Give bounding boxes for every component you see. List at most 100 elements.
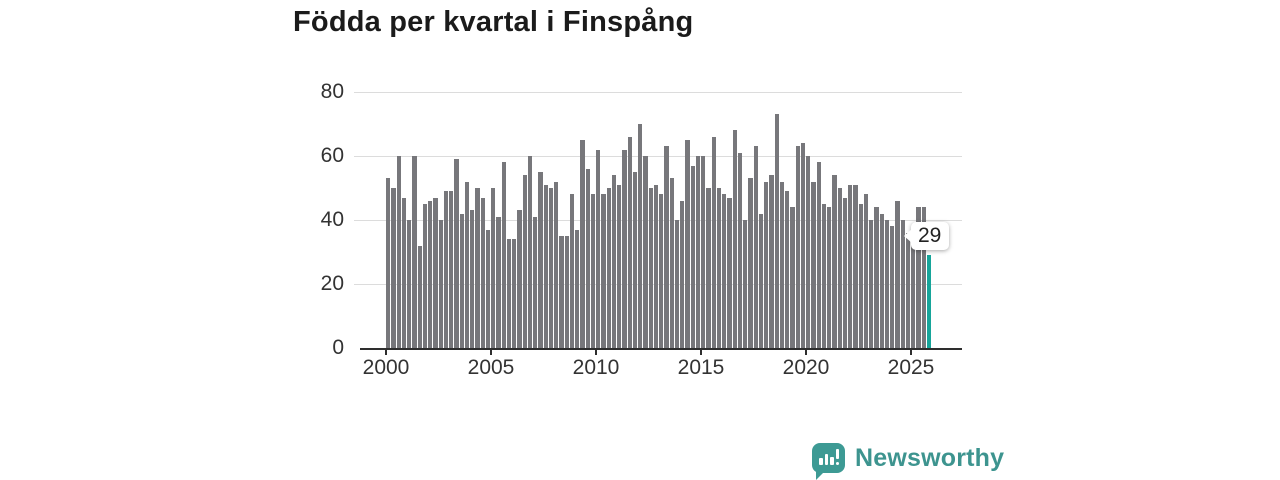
x-axis-tick bbox=[700, 348, 702, 355]
bar bbox=[643, 156, 648, 348]
bar bbox=[764, 181, 769, 348]
bar bbox=[821, 204, 827, 348]
bar bbox=[774, 114, 779, 348]
bar bbox=[911, 239, 916, 348]
x-axis-line bbox=[360, 348, 962, 350]
bar bbox=[638, 124, 643, 348]
bar bbox=[853, 184, 858, 348]
bar bbox=[842, 197, 848, 348]
bar bbox=[769, 175, 774, 348]
x-axis-tick bbox=[910, 348, 912, 355]
x-axis-tick-label: 2020 bbox=[782, 356, 830, 379]
bar bbox=[533, 216, 538, 348]
bar bbox=[538, 172, 543, 348]
x-axis-tick bbox=[490, 348, 492, 355]
bar bbox=[785, 191, 790, 348]
bar bbox=[627, 136, 632, 348]
bar bbox=[711, 136, 716, 348]
bar bbox=[433, 197, 438, 348]
bar bbox=[722, 194, 727, 348]
bar bbox=[449, 191, 454, 348]
bar bbox=[659, 194, 664, 348]
newsworthy-logo[interactable]: Newsworthy bbox=[812, 443, 1005, 480]
gridline-60 bbox=[354, 156, 962, 157]
bar bbox=[648, 188, 653, 348]
bar bbox=[596, 149, 601, 348]
bar bbox=[580, 140, 585, 348]
bar bbox=[753, 146, 758, 348]
bar bbox=[470, 210, 475, 348]
gridline-80 bbox=[354, 92, 962, 93]
bar bbox=[795, 146, 800, 348]
bar bbox=[848, 184, 853, 348]
bar-chart-speech-bubble-icon bbox=[812, 443, 845, 480]
bar bbox=[585, 168, 590, 348]
y-axis-tick-label: 80 bbox=[320, 80, 344, 103]
callout-value: 29 bbox=[918, 224, 942, 247]
bar bbox=[601, 194, 606, 348]
bar bbox=[459, 213, 464, 348]
bar bbox=[443, 191, 449, 348]
bar bbox=[732, 130, 737, 348]
bar bbox=[632, 172, 638, 348]
bar bbox=[690, 165, 695, 348]
bar bbox=[832, 175, 837, 348]
bar bbox=[758, 213, 764, 348]
bar bbox=[879, 213, 884, 348]
bar bbox=[396, 156, 401, 348]
bar bbox=[412, 156, 417, 348]
bar bbox=[622, 149, 627, 348]
bar bbox=[837, 188, 842, 348]
bar bbox=[407, 220, 412, 348]
bar bbox=[401, 197, 407, 348]
y-axis-tick-label: 40 bbox=[320, 208, 344, 231]
x-axis-tick-label: 2010 bbox=[572, 356, 620, 379]
x-axis-tick-label: 2005 bbox=[467, 356, 515, 379]
bar bbox=[858, 204, 863, 348]
bar bbox=[895, 200, 900, 348]
bar bbox=[800, 143, 806, 348]
bar bbox=[512, 239, 517, 348]
bar bbox=[695, 156, 701, 348]
bar bbox=[701, 156, 706, 348]
bar bbox=[480, 197, 485, 348]
bar bbox=[884, 220, 890, 348]
bar bbox=[386, 178, 391, 348]
x-axis-tick bbox=[385, 348, 387, 355]
bar bbox=[428, 200, 433, 348]
y-axis-tick-label: 20 bbox=[320, 272, 344, 295]
bar bbox=[869, 220, 874, 348]
bar bbox=[779, 181, 785, 348]
bar bbox=[727, 197, 732, 348]
bar bbox=[501, 162, 506, 348]
bar bbox=[706, 188, 711, 348]
bar bbox=[664, 146, 669, 348]
bar bbox=[680, 200, 685, 348]
bar-highlighted bbox=[926, 255, 932, 348]
x-axis-tick bbox=[805, 348, 807, 355]
bar bbox=[464, 181, 470, 348]
y-axis-tick-label: 0 bbox=[332, 336, 344, 359]
bar bbox=[391, 188, 396, 348]
bar bbox=[611, 175, 617, 348]
x-axis-tick-label: 2025 bbox=[887, 356, 935, 379]
bar bbox=[438, 220, 443, 348]
bar bbox=[900, 220, 905, 348]
bar bbox=[543, 184, 548, 348]
bar bbox=[496, 216, 501, 348]
bar bbox=[863, 194, 869, 348]
x-axis-tick-label: 2000 bbox=[362, 356, 410, 379]
x-axis-tick bbox=[595, 348, 597, 355]
bar-chart-plot-area bbox=[354, 92, 962, 350]
bar bbox=[790, 207, 795, 348]
bar bbox=[475, 188, 480, 348]
value-callout: 29 bbox=[904, 222, 950, 250]
bar bbox=[748, 178, 753, 348]
bar bbox=[548, 188, 554, 348]
bar bbox=[417, 245, 422, 348]
brand-name: Newsworthy bbox=[855, 443, 1005, 472]
bar bbox=[674, 220, 680, 348]
bar bbox=[554, 181, 559, 348]
bar bbox=[921, 207, 926, 348]
x-axis-tick-label: 2015 bbox=[677, 356, 725, 379]
